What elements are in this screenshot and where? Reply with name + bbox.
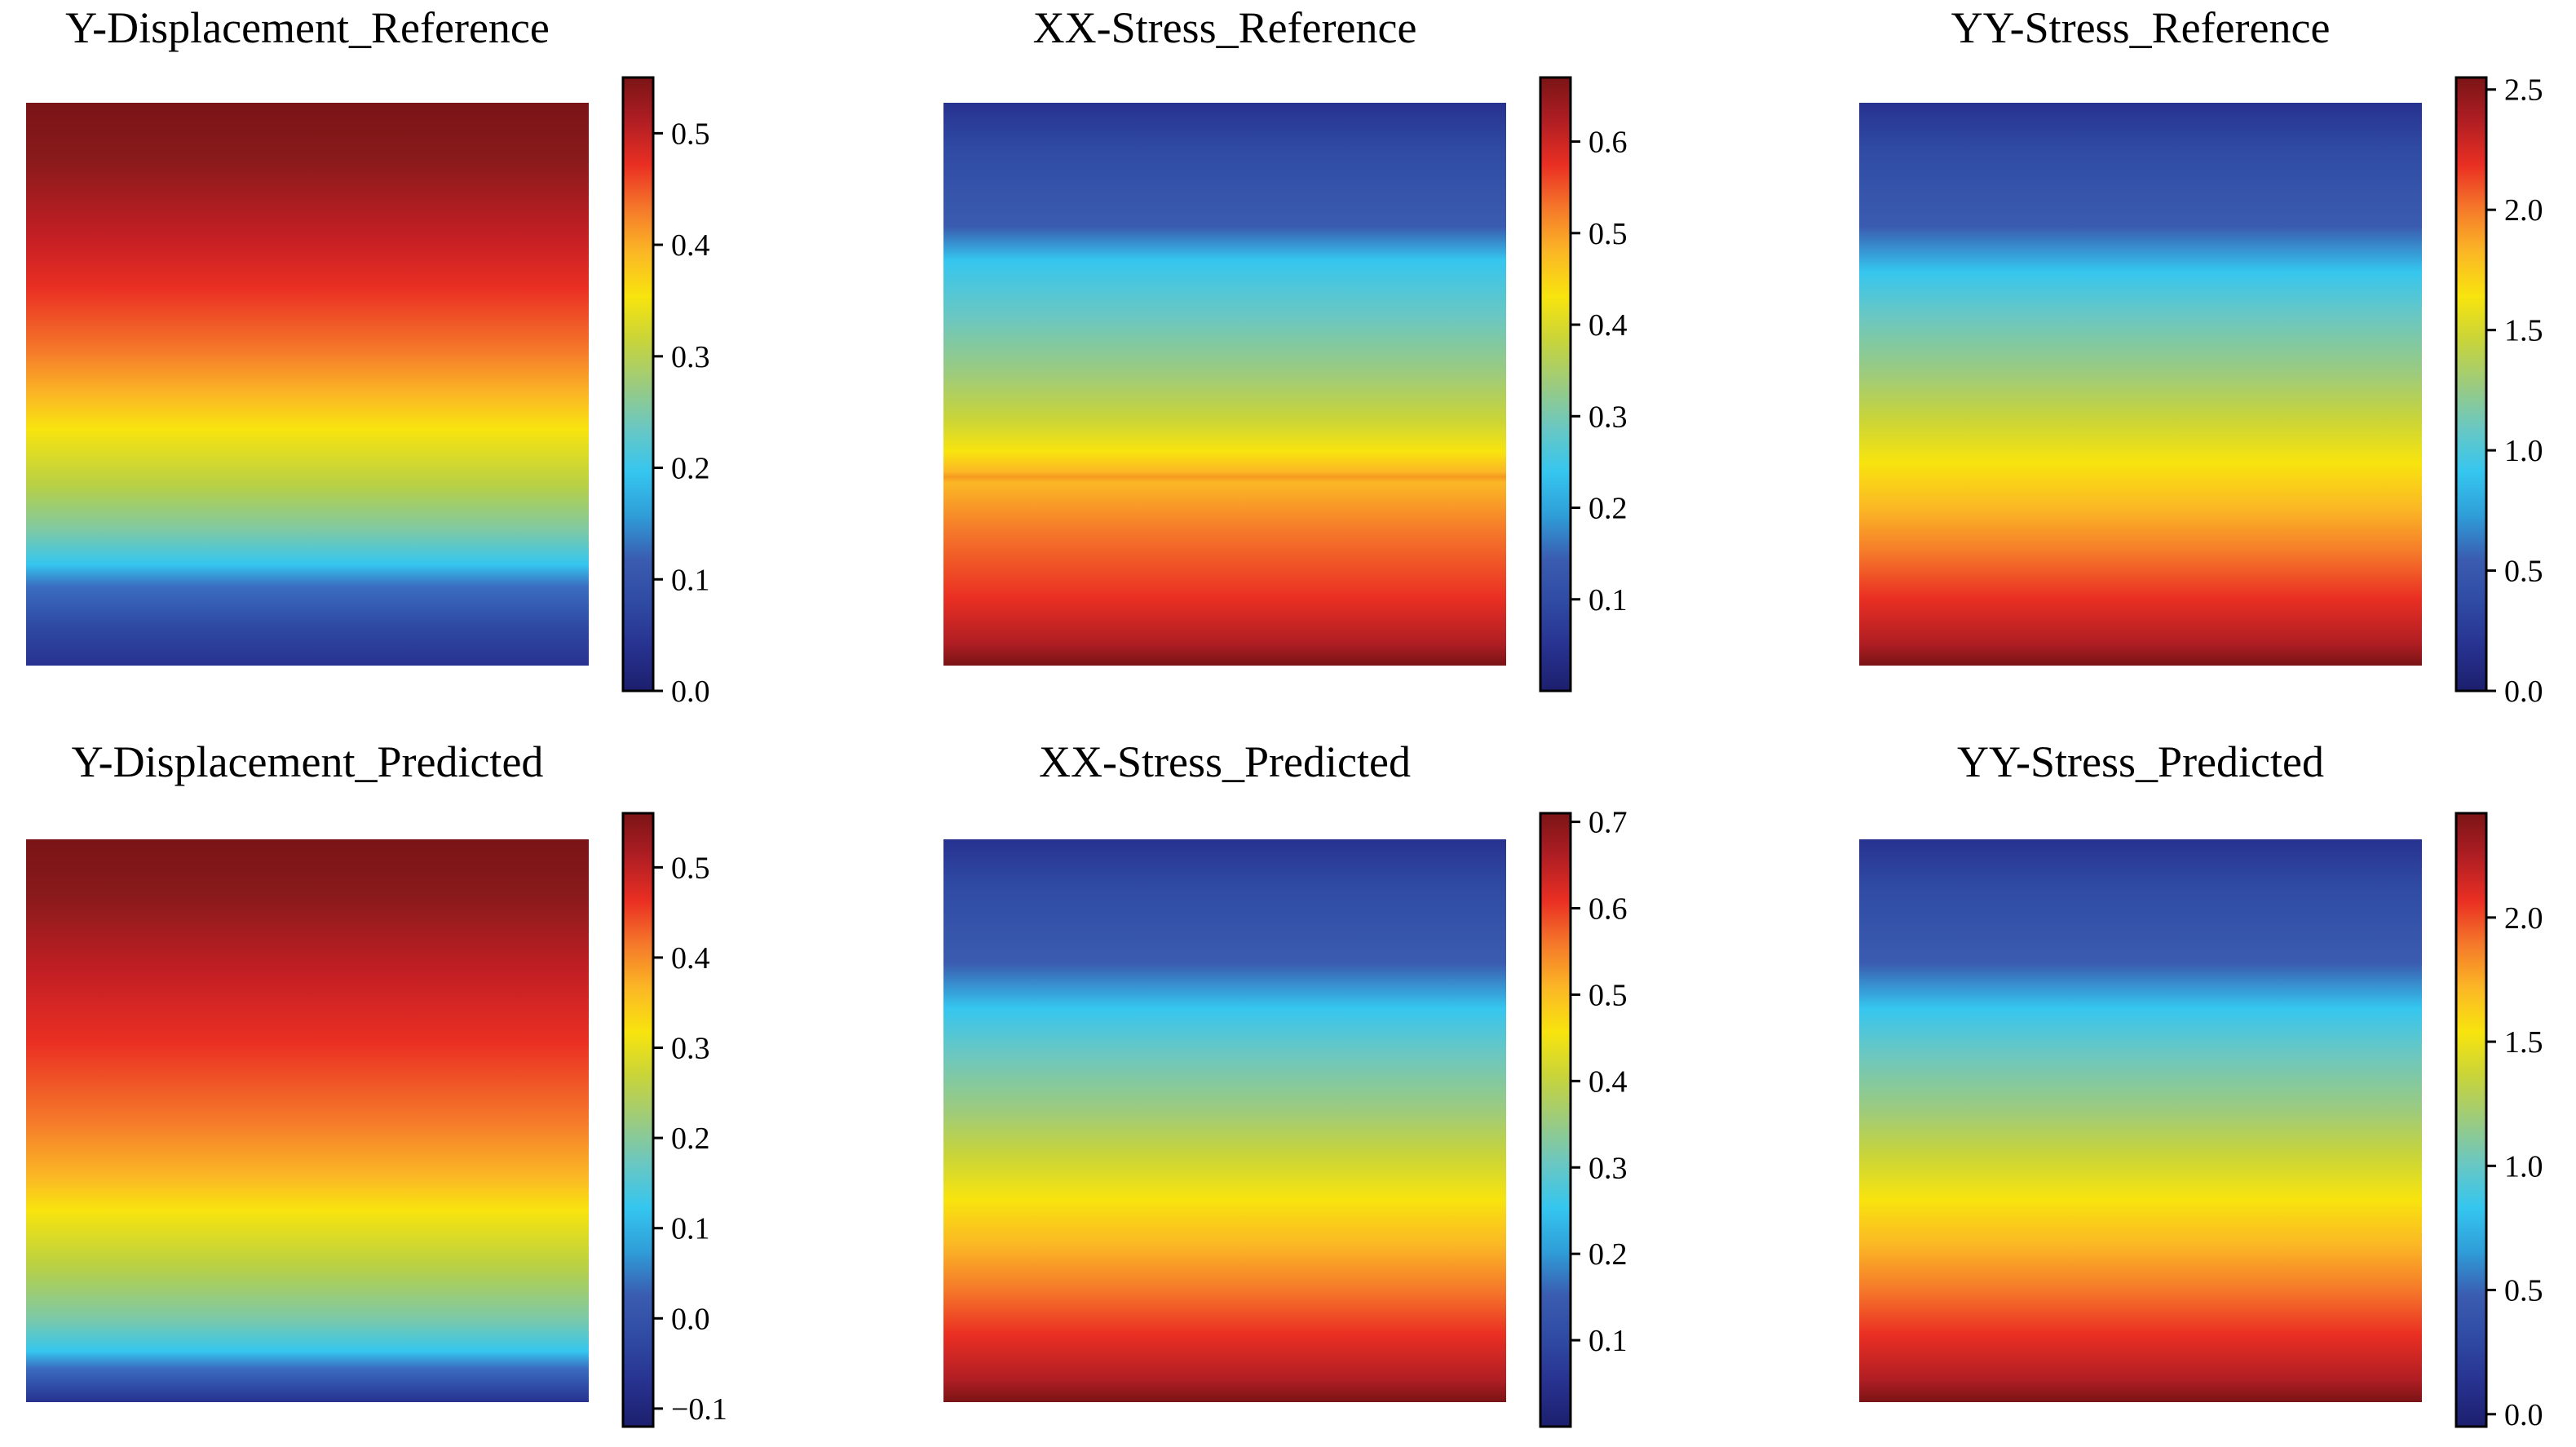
colorbar-tick-label: 2.0: [2504, 193, 2543, 228]
panel-6: YY-Stress_Predicted 0.0 0.5 1.0 1.5 2.0: [1859, 737, 2543, 1432]
colorbar-tick-label: 1.5: [2504, 314, 2543, 348]
panel-title: YY-Stress_Reference: [1951, 3, 2331, 52]
panel-2: XX-Stress_Reference 0.1 0.2 0.3 0.4 0.5 0.6: [943, 3, 1628, 693]
colorbar-tick-label: 2.0: [2504, 901, 2543, 936]
colorbar-tick-label: 0.5: [2504, 555, 2543, 589]
colorbar-tick-label: 0.4: [1588, 1064, 1628, 1099]
colorbar-tick-label: 0.0: [2504, 675, 2543, 709]
colorbar-tick-label: 0.0: [2504, 1398, 2543, 1432]
panel-4: Y-Displacement_Predicted −0.1 0.0 0.1 0.2 0.3…: [26, 737, 727, 1428]
colorbar: [621, 812, 655, 1428]
colorbar: [1539, 812, 1572, 1428]
colorbar-tick-label: 0.3: [1588, 400, 1628, 434]
colorbar-tick-label: 0.4: [671, 941, 710, 976]
panel-title: YY-Stress_Predicted: [1957, 737, 2324, 786]
panel-3: YY-Stress_Reference 0.0 0.5 1.0 1.5 2.0 2.5: [1859, 3, 2543, 709]
colorbar: [2454, 76, 2488, 693]
colorbar-tick-label: 0.1: [671, 1212, 710, 1246]
heatmap-field: [26, 839, 589, 1402]
colorbar-tick-label: −0.1: [671, 1392, 727, 1427]
heatmap-field: [943, 103, 1506, 666]
colorbar-tick-label: 1.0: [2504, 1149, 2543, 1184]
colorbar-tick-label: 0.2: [671, 452, 710, 486]
colorbar-tick-label: 0.0: [671, 1302, 710, 1336]
colorbar-tick-label: 0.0: [671, 675, 710, 709]
colorbar-tick-label: 0.3: [671, 340, 710, 374]
panel-1: Y-Displacement_Reference 0.0 0.1 0.2 0.3 0.4 0…: [26, 3, 710, 709]
colorbar: [621, 76, 655, 693]
colorbar-tick-label: 0.1: [1588, 583, 1628, 617]
colorbar-tick-label: 0.6: [1588, 892, 1628, 927]
colorbar-tick-label: 0.5: [2504, 1274, 2543, 1308]
colorbar: [1539, 76, 1572, 693]
panel-5: XX-Stress_Predicted 0.1 0.2 0.3 0.4 0.5 0.6 0.7: [943, 737, 1628, 1428]
panel-title: Y-Displacement_Predicted: [72, 737, 544, 786]
colorbar-tick-label: 0.3: [671, 1032, 710, 1066]
colorbar-tick-label: 0.4: [671, 228, 710, 263]
colorbar: [2454, 812, 2488, 1428]
colorbar-tick-label: 0.5: [1588, 217, 1628, 251]
colorbar-tick-label: 0.3: [1588, 1151, 1628, 1185]
colorbar-tick-label: 0.2: [1588, 492, 1628, 526]
colorbar-tick-label: 1.5: [2504, 1025, 2543, 1060]
colorbar-tick-label: 0.2: [671, 1122, 710, 1156]
colorbar-tick-label: 0.5: [1588, 978, 1628, 1012]
colorbar-tick-label: 0.1: [671, 563, 710, 597]
colorbar-tick-label: 0.2: [1588, 1237, 1628, 1272]
colorbar-tick-label: 0.5: [671, 117, 710, 151]
colorbar-tick-label: 1.0: [2504, 434, 2543, 468]
panel-title: XX-Stress_Predicted: [1039, 737, 1411, 786]
colorbar-tick-label: 0.6: [1588, 126, 1628, 160]
heatmap-field: [1859, 103, 2422, 666]
panel-title: Y-Displacement_Reference: [65, 3, 550, 52]
heatmap-field: [943, 839, 1506, 1402]
heatmap-field: [26, 103, 589, 666]
colorbar-tick-label: 0.1: [1588, 1324, 1628, 1358]
heatmap-field: [1859, 839, 2422, 1402]
colorbar-tick-label: 2.5: [2504, 73, 2543, 108]
panel-title: XX-Stress_Reference: [1033, 3, 1417, 52]
colorbar-tick-label: 0.4: [1588, 308, 1628, 343]
colorbar-tick-label: 0.5: [671, 851, 710, 885]
colorbar-tick-label: 0.7: [1588, 806, 1628, 840]
